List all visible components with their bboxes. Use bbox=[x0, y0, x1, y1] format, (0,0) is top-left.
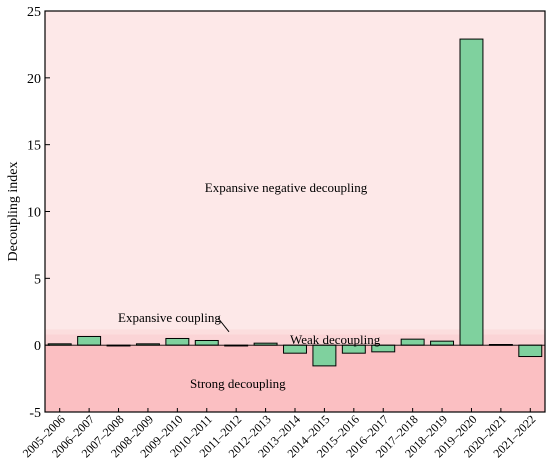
bars bbox=[45, 38, 545, 367]
region-band-3 bbox=[45, 345, 545, 412]
region-band-2 bbox=[45, 334, 545, 346]
region-labels: Expansive negative decoupling Expansive c… bbox=[118, 180, 381, 391]
bar bbox=[430, 340, 455, 346]
bar bbox=[312, 344, 337, 367]
y-tick-label: 0 bbox=[34, 339, 41, 354]
y-tick-label: 15 bbox=[27, 139, 41, 154]
region-label-0: Expansive negative decoupling bbox=[205, 180, 368, 195]
bar bbox=[518, 344, 543, 358]
region-band-1 bbox=[45, 329, 545, 335]
region-label-1: Expansive coupling bbox=[118, 310, 221, 325]
region-label-3: Strong decoupling bbox=[190, 376, 286, 391]
bar bbox=[77, 335, 102, 346]
y-tick-label: 25 bbox=[27, 5, 41, 20]
y-tick-label: 20 bbox=[27, 72, 41, 87]
bar bbox=[400, 338, 425, 346]
y-axis-label: Decoupling index bbox=[6, 162, 21, 262]
y-tick-label: 10 bbox=[27, 206, 41, 221]
y-tick-label: -5 bbox=[29, 406, 41, 421]
bar bbox=[194, 339, 219, 346]
region-label-2: Weak decoupling bbox=[290, 332, 381, 347]
expansive-coupling-pointer bbox=[217, 317, 230, 333]
bar bbox=[165, 337, 190, 346]
x-axis: 2005–20062006–20072007–20082008–20092009… bbox=[20, 408, 538, 460]
y-tick-label: 5 bbox=[34, 272, 41, 287]
bar bbox=[459, 38, 484, 346]
y-axis: -5 0 5 10 15 20 25 bbox=[27, 5, 50, 421]
